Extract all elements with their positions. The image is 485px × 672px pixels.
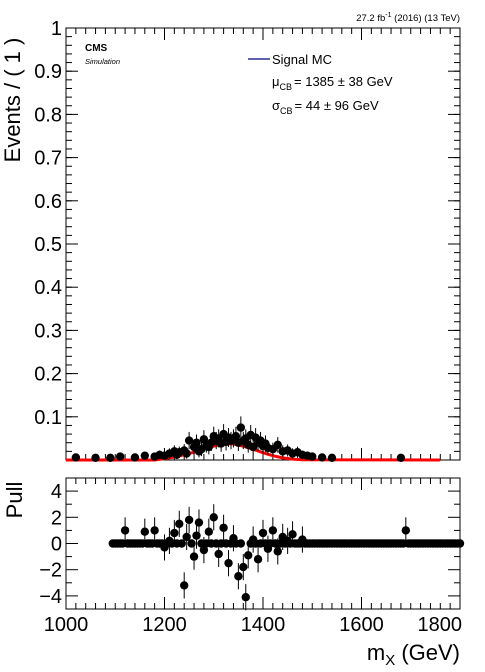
legend-mu: μCB = 1385 ± 38 GeV <box>272 74 393 92</box>
main-data-point <box>308 452 317 461</box>
main-y-tick-label: 0.9 <box>34 61 62 83</box>
lumi-header: 27.2 fb-1 (2016) (13 TeV) <box>356 12 460 24</box>
pull-data-point <box>288 530 297 539</box>
main-y-tick-label: 1 <box>51 18 62 40</box>
pull-zero-point <box>177 539 186 548</box>
pull-data-point <box>184 515 194 525</box>
main-data-point <box>273 440 282 450</box>
pull-data-point <box>268 526 278 535</box>
simulation-label: Simulation <box>85 57 120 66</box>
legend-sigma: σCB = 44 ± 96 GeV <box>272 98 379 116</box>
main-x-ticks <box>65 28 461 460</box>
main-plot-frame <box>65 27 461 461</box>
pull-data-point <box>170 528 179 538</box>
pull-data-point <box>283 536 292 546</box>
main-data-point <box>327 453 337 463</box>
pull-data-point <box>160 543 169 552</box>
main-y-tick-label: 0.5 <box>34 234 62 256</box>
pull-data-point <box>199 545 209 555</box>
pull-data-point <box>258 528 268 538</box>
main-data-point <box>317 453 327 462</box>
pull-data-point <box>180 581 189 590</box>
main-y-axis-label: Events / ( 1 ) <box>0 38 25 163</box>
main-data-point <box>396 453 406 463</box>
pull-data-point <box>224 558 233 568</box>
main-data-point <box>192 438 201 447</box>
main-data-point <box>182 449 191 458</box>
pull-y-tick-label: −2 <box>39 560 62 582</box>
main-y-tick-label: 0.4 <box>34 277 62 299</box>
main-data-point <box>106 453 115 463</box>
pull-x-ticks: 1000 1200 1400 1600 1800 <box>44 478 462 636</box>
pull-data-point <box>182 532 191 542</box>
main-y-tick-label: 0.1 <box>34 407 62 429</box>
pull-data-point <box>175 519 184 529</box>
pull-x-tick-label: 1800 <box>418 614 463 636</box>
main-y-tick-label: 0.7 <box>34 148 62 170</box>
pull-x-tick-label: 1600 <box>339 614 384 636</box>
pull-data-point <box>120 526 130 535</box>
pull-data-point <box>263 544 273 553</box>
pull-zero-point <box>455 539 465 548</box>
pull-zero-point <box>236 539 246 548</box>
pull-y-ticks: −4 −2 0 2 4 <box>39 477 460 610</box>
cms-label: CMS <box>85 43 108 54</box>
main-data-point <box>236 423 246 432</box>
pull-data-point <box>189 552 199 561</box>
main-data-point <box>115 452 125 461</box>
pull-y-tick-label: 0 <box>51 534 62 556</box>
pull-data-point <box>253 555 263 564</box>
main-data-point <box>91 453 100 463</box>
pull-x-tick-label: 1200 <box>142 614 187 636</box>
main-y-tick-label: 0.6 <box>34 191 62 213</box>
pull-x-tick-label: 1400 <box>241 614 286 636</box>
main-data-point <box>71 453 81 462</box>
pull-data-point <box>165 536 174 546</box>
pull-y-tick-label: −4 <box>39 586 62 608</box>
pull-data-point <box>273 547 282 556</box>
pull-x-tick-label: 1000 <box>44 614 89 636</box>
pull-data-point <box>194 518 204 527</box>
main-y-ticks: 0.1 0.2 0.3 0.4 0.5 0.6 0.7 0.8 0.9 1 <box>34 18 460 452</box>
pull-data-point <box>209 513 218 522</box>
main-y-tick-label: 0.2 <box>34 364 62 386</box>
main-data-points <box>71 416 406 463</box>
pull-data-point <box>241 593 250 602</box>
main-data-point <box>140 451 149 460</box>
pull-data-point <box>140 527 149 536</box>
main-data-point <box>184 436 194 445</box>
pull-data-point <box>204 527 214 536</box>
pull-y-tick-label: 4 <box>51 481 62 503</box>
pull-data-point <box>229 534 238 543</box>
main-data-point <box>130 453 140 462</box>
pull-data-point <box>214 549 223 559</box>
main-y-tick-label: 0.8 <box>34 104 62 126</box>
pull-data-point <box>219 523 228 532</box>
legend-signal-label: Signal MC <box>272 52 332 67</box>
pull-y-axis-label: Pull <box>2 482 27 519</box>
pull-data-point <box>248 535 258 544</box>
pull-y-tick-label: 2 <box>51 507 62 529</box>
pull-data-point <box>401 526 411 535</box>
x-axis-label: mX (GeV) <box>367 640 460 669</box>
pull-data-point <box>239 562 248 572</box>
main-y-tick-label: 0.3 <box>34 320 62 342</box>
pull-data-point <box>150 526 159 535</box>
pull-data-point <box>244 551 253 560</box>
pull-data-point <box>234 572 243 581</box>
pull-data-point <box>298 535 307 544</box>
pull-data-points <box>108 504 465 611</box>
